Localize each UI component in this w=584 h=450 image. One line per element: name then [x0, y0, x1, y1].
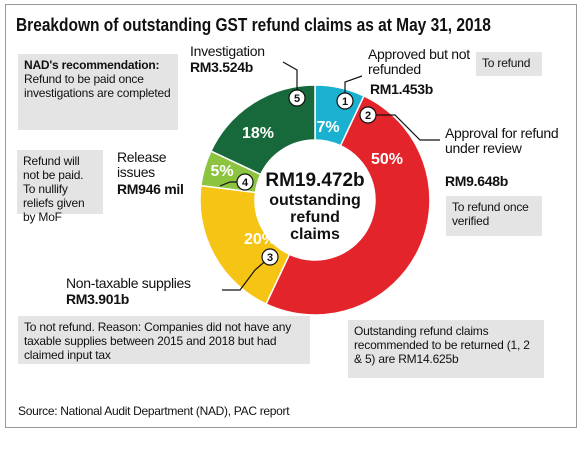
annotation-box: Outstanding refund claims recommended to…: [348, 320, 544, 378]
segment-name: Release issues: [117, 149, 167, 180]
number-marker: [359, 106, 377, 124]
chart-title: Breakdown of outstanding GST refund clai…: [16, 15, 491, 35]
number-marker: [288, 89, 306, 107]
value-label: 7%: [316, 119, 339, 136]
number-marker: [236, 173, 254, 191]
segment-name: Approval for refund under review: [445, 125, 559, 156]
value-label: 5%: [210, 163, 233, 180]
leader-line: [368, 114, 440, 141]
annotation-box: To not refund. Reason: Companies did not…: [18, 316, 310, 364]
number-marker: [261, 248, 279, 266]
segment-amount: RM946 mil: [117, 181, 184, 197]
leader-line: [282, 61, 298, 98]
segment-name: Investigation: [190, 43, 265, 59]
number-label: 3: [267, 252, 273, 264]
segment-amount: RM9.648b: [445, 173, 508, 189]
number-label: 1: [342, 96, 348, 108]
center-label: RM19.472b outstanding refund claims: [255, 170, 375, 243]
number-label: 5: [294, 93, 300, 105]
value-label: 50%: [371, 151, 403, 168]
leader-lines: [219, 61, 440, 291]
recommendation-box: NAD's recommendation: Refund to be paid …: [18, 54, 178, 130]
annotation-box: To refund once verified: [446, 196, 542, 236]
value-label: 18%: [242, 125, 274, 142]
value-label: 20%: [244, 231, 276, 248]
source: Source: National Audit Department (NAD),…: [18, 404, 290, 418]
segment-amount: RM1.453b: [370, 81, 433, 97]
segment-name: Approved but not refunded: [368, 46, 470, 77]
leader-line: [222, 256, 271, 291]
center-total: RM19.472b: [265, 170, 365, 191]
segment-amount: RM3.901b: [66, 291, 129, 307]
segment-name: Non-taxable supplies: [66, 275, 191, 291]
pie-segment: [199, 184, 291, 306]
annotation-box: To refund: [476, 52, 542, 76]
segment-amount: RM3.524b: [190, 59, 253, 75]
center-text: outstanding refund claims: [269, 192, 361, 243]
frame: [5, 4, 577, 428]
number-label: 4: [242, 177, 249, 189]
number-label: 2: [365, 110, 371, 122]
pie-segment: [209, 84, 316, 176]
number-marker: [336, 92, 354, 110]
recommendation-text: Refund to be paid once investigations ar…: [24, 72, 171, 100]
pie-segment: [265, 94, 431, 316]
recommendation-heading: NAD's recommendation:: [24, 58, 160, 72]
annotation-box: Refund will not be paid. To nullify reli…: [17, 150, 103, 224]
